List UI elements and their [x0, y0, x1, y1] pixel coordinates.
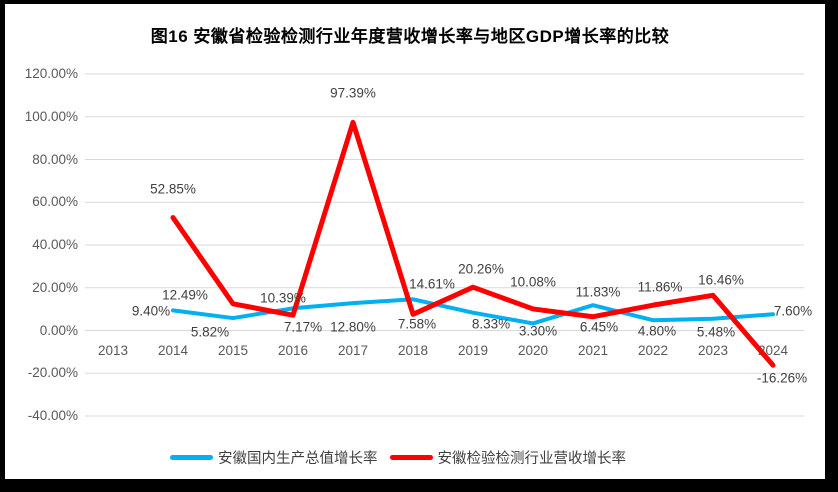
data-label-gdp-2018: 14.61% [409, 276, 455, 292]
y-axis-tick-label: 80.00% [32, 151, 78, 167]
x-axis-tick-label-2020: 2020 [517, 343, 549, 358]
x-axis-tick-label-2018: 2018 [397, 343, 429, 358]
data-label-gdp-2022: 4.80% [637, 323, 677, 339]
x-axis-tick-label-2021: 2021 [577, 343, 609, 358]
data-label-gdp-2017: 12.80% [330, 319, 376, 335]
data-label-industry-2020: 10.08% [510, 274, 556, 290]
y-axis-tick-label: 0.00% [39, 322, 78, 338]
y-axis-tick-label: -20.00% [27, 365, 78, 381]
data-label-gdp-2023: 5.48% [696, 324, 736, 340]
legend: 安徽国内生产总值增长率 安徽检验检测行业营收增长率 [170, 447, 626, 468]
chart-canvas: 图16 安徽省检验检测行业年度营收增长率与地区GDP增长率的比较 2013 201… [5, 4, 825, 479]
data-label-industry-2021: 6.45% [579, 319, 619, 335]
x-axis-tick-label-2023: 2023 [697, 343, 729, 358]
x-axis-tick-label-2017: 2017 [337, 343, 369, 358]
data-label-gdp-2015: 5.82% [190, 324, 230, 340]
data-label-industry-2014: 52.85% [150, 181, 196, 197]
industry-revenue-growth-line [170, 119, 776, 368]
y-axis-tick-label: 40.00% [32, 237, 78, 252]
data-label-layer: 120.00% 100.00% 80.00% 60.00% 40.00% 20.00% 0.… [5, 4, 825, 479]
data-label-industry-2024: -16.26% [756, 370, 808, 386]
x-axis-tick-label-2016: 2016 [277, 343, 309, 358]
data-label-gdp-2024: 7.60% [773, 303, 813, 319]
data-label-industry-2017: 97.39% [330, 85, 376, 101]
data-label-gdp-2019: 8.33% [471, 316, 511, 332]
legend-item-industry: 安徽检验检测行业营收增长率 [389, 447, 627, 468]
chart-title: 图16 安徽省检验检测行业年度营收增长率与地区GDP增长率的比较 [150, 27, 670, 46]
data-label-industry-2016: 7.17% [283, 319, 323, 335]
legend-swatch-industry-line-icon [389, 455, 433, 460]
data-label-industry-2023: 16.46% [698, 272, 744, 288]
legend-label-gdp: 安徽国内生产总值增长率 [218, 451, 378, 467]
data-label-gdp-2014: 9.40% [131, 303, 171, 319]
legend-label-industry: 安徽检验检测行业营收增长率 [437, 451, 627, 467]
data-label-gdp-2020: 3.30% [518, 323, 558, 339]
data-label-industry-2015: 12.49% [162, 287, 208, 303]
data-label-industry-2019: 20.26% [458, 261, 504, 277]
y-axis-tick-label: 20.00% [32, 279, 78, 295]
x-axis-layer: 2013 2014 2015 2016 2017 2018 2019 2020 2021 2022… [5, 4, 825, 479]
x-axis-tick-label-2014: 2014 [157, 343, 189, 358]
data-label-gdp-2016: 10.39% [260, 290, 306, 306]
x-axis-tick-label-2019: 2019 [457, 343, 489, 358]
y-axis-tick-label: 120.00% [24, 66, 78, 81]
data-label-industry-2022: 11.86% [637, 279, 683, 295]
y-axis-tick-label: 60.00% [32, 194, 78, 210]
x-axis-tick-label-2015: 2015 [217, 343, 249, 358]
data-label-gdp-2021: 11.83% [575, 284, 621, 300]
plot-area [85, 73, 804, 417]
data-label-industry-2018: 7.58% [397, 316, 437, 332]
legend-item-gdp: 安徽国内生产总值增长率 [170, 447, 378, 468]
x-axis-tick-label-2022: 2022 [637, 343, 669, 358]
y-axis-tick-label: 100.00% [24, 108, 78, 124]
legend-swatch-gdp-line-icon [170, 455, 213, 460]
x-axis-tick-label-2013: 2013 [97, 343, 129, 358]
y-axis-tick-label: -40.00% [27, 408, 78, 423]
